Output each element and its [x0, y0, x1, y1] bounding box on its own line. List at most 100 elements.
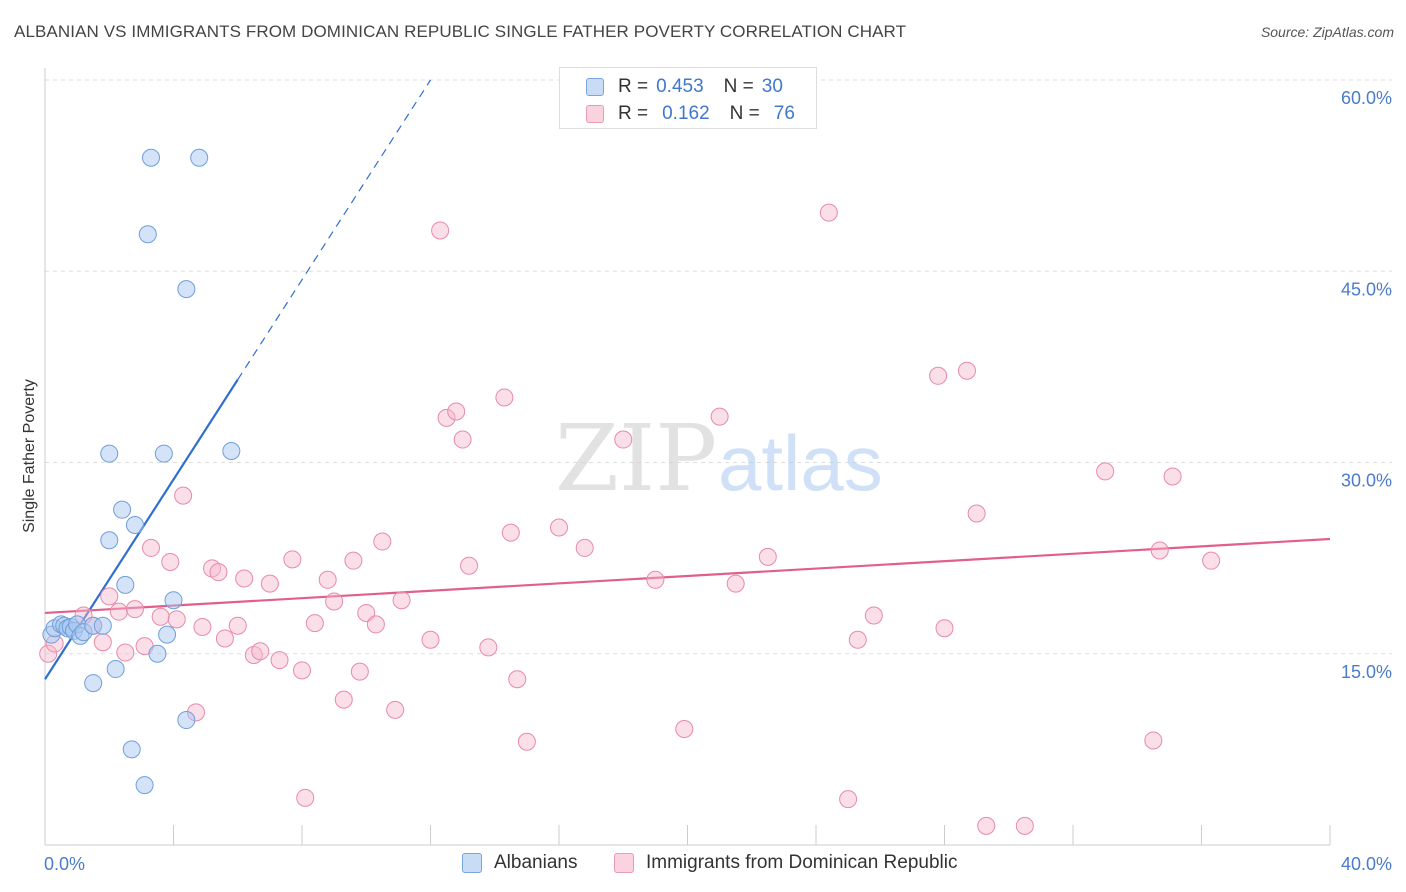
data-point-dominican [864, 606, 883, 625]
data-point-dominican [710, 407, 729, 426]
data-point-dominican [839, 790, 858, 809]
data-point-dominican [977, 816, 996, 835]
data-point-albanians [100, 531, 119, 550]
data-point-dominican [460, 556, 479, 575]
chart-title: ALBANIAN VS IMMIGRANTS FROM DOMINICAN RE… [14, 22, 907, 41]
data-point-albanians [122, 740, 141, 759]
y-tick-label: 60.0% [1341, 88, 1392, 108]
bottom-legend-albanians: Albanians [462, 852, 577, 874]
data-point-dominican [293, 661, 311, 680]
legend-swatch-albanians [586, 78, 604, 96]
legend-r-label: R = [618, 76, 649, 97]
y-tick-label: 30.0% [1341, 471, 1392, 491]
data-point-dominican [350, 662, 369, 681]
data-point-albanians [106, 660, 125, 679]
data-point-dominican [758, 547, 777, 566]
trendline-dominican [44, 537, 1331, 615]
watermark-atlas: atlas [718, 419, 883, 507]
data-point-dominican [93, 633, 112, 652]
legend: R = 0.453 N = 30 R = 0.162 N = 76 [559, 67, 817, 129]
data-point-albanians [158, 625, 177, 644]
data-point-dominican [575, 538, 594, 557]
data-point-dominican [260, 574, 279, 593]
data-point-dominican [283, 550, 302, 569]
data-point-albanians [154, 444, 173, 463]
data-point-dominican [431, 221, 450, 240]
data-point-albanians [177, 711, 196, 730]
data-point-albanians [113, 500, 132, 519]
legend-r-label: R = [618, 103, 649, 124]
bottom-legend-label-dominican: Immigrants from Dominican Republic [646, 852, 958, 873]
data-point-dominican [161, 552, 180, 571]
data-point-dominican [957, 361, 976, 380]
trend-layer [44, 79, 1331, 680]
data-point-dominican [235, 569, 254, 588]
data-point-dominican [142, 538, 161, 557]
data-point-dominican [819, 203, 838, 222]
bottom-legend-swatch-dominican [614, 853, 634, 873]
data-point-albanians [148, 644, 167, 663]
data-point-dominican [646, 570, 665, 589]
data-point-dominican [125, 600, 144, 619]
bottom-legend-dominican: Immigrants from Dominican Republic [614, 852, 958, 874]
data-point-dominican [1096, 462, 1115, 481]
legend-r-value: 0.162 [662, 103, 710, 124]
x-tick-label: 40.0% [1341, 854, 1392, 874]
data-point-dominican [251, 642, 270, 661]
trendline-albanians-extension [237, 79, 432, 380]
data-point-dominican [1144, 731, 1163, 750]
x-tick-label: 0.0% [44, 854, 85, 874]
legend-r-value: 0.453 [656, 76, 704, 97]
data-point-dominican [100, 587, 119, 606]
data-point-dominican [447, 402, 466, 421]
bottom-legend-label-albanians: Albanians [494, 852, 578, 873]
data-point-dominican [517, 732, 536, 751]
data-point-dominican [228, 616, 247, 635]
data-point-dominican [479, 638, 498, 657]
points-albanians [42, 148, 241, 795]
data-point-albanians [116, 575, 135, 594]
data-point-albanians [190, 148, 209, 167]
data-point-dominican [151, 607, 170, 626]
legend-n-label: N = [723, 76, 754, 97]
chart-source: Source: ZipAtlas.com [1260, 24, 1394, 40]
data-point-albanians [138, 225, 157, 244]
points-dominican [39, 203, 1221, 835]
legend-row-albanians: R = 0.453 N = 30 [586, 74, 783, 100]
data-point-dominican [325, 592, 344, 611]
data-point-dominican [109, 602, 128, 621]
y-tick-label: 45.0% [1341, 279, 1392, 299]
data-point-dominican [386, 700, 405, 719]
axis-layer [44, 68, 1331, 846]
legend-swatch-dominican [586, 105, 604, 123]
data-point-dominican [495, 388, 514, 407]
data-point-dominican [366, 615, 385, 634]
legend-n-value: 30 [761, 76, 783, 97]
data-point-dominican [421, 630, 440, 649]
data-point-dominican [614, 430, 633, 449]
data-point-dominican [209, 563, 228, 582]
legend-n-value: 76 [773, 103, 795, 124]
data-point-dominican [357, 603, 376, 622]
data-point-dominican [935, 619, 954, 638]
data-point-dominican [1150, 541, 1169, 560]
data-point-dominican [344, 551, 363, 570]
data-point-dominican [270, 651, 289, 670]
data-point-dominican [437, 408, 456, 427]
y-tick-label: 15.0% [1341, 662, 1392, 682]
data-point-albanians [177, 280, 196, 299]
data-point-dominican [501, 523, 520, 542]
data-point-dominican [1015, 816, 1034, 835]
data-point-albanians [142, 148, 161, 167]
bottom-legend-swatch-albanians [462, 853, 482, 873]
data-point-albanians [222, 442, 241, 461]
data-point-albanians [135, 776, 154, 795]
y-axis-label: Single Father Poverty [21, 379, 38, 533]
data-point-dominican [929, 366, 948, 385]
data-point-dominican [193, 617, 212, 636]
bottom-legend: Albanians Immigrants from Dominican Repu… [0, 852, 1406, 878]
data-point-dominican [215, 629, 234, 648]
data-point-dominican [967, 504, 986, 523]
data-point-dominican [305, 614, 324, 633]
data-point-dominican [334, 690, 353, 709]
